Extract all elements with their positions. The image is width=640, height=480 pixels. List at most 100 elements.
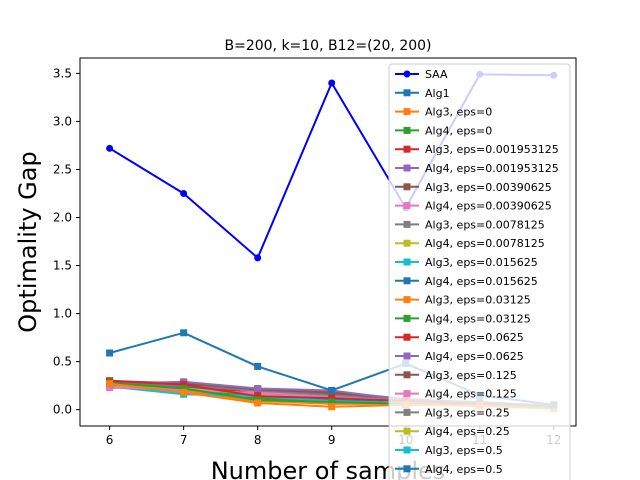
legend-marker bbox=[403, 408, 411, 416]
legend-label: Alg3, eps=0.03125 bbox=[425, 294, 531, 307]
legend-marker bbox=[403, 202, 411, 210]
legend-marker bbox=[403, 145, 411, 153]
legend-label: Alg1 bbox=[425, 87, 450, 100]
y-tick-label: 3.0 bbox=[53, 114, 72, 128]
legend-label: Alg3, eps=0.5 bbox=[425, 444, 503, 457]
chart-title: B=200, k=10, B12=(20, 200) bbox=[224, 38, 431, 54]
legend-marker bbox=[403, 239, 411, 247]
data-point bbox=[106, 380, 114, 388]
legend-marker bbox=[403, 465, 411, 473]
legend-item: Alg4, eps=0 bbox=[395, 124, 492, 137]
data-point bbox=[328, 394, 336, 402]
legend-label: Alg3, eps=0.00390625 bbox=[425, 181, 552, 194]
legend-marker bbox=[403, 390, 411, 398]
legend-label: Alg4, eps=0.25 bbox=[425, 425, 510, 438]
legend-item: Alg4, eps=0.00390625 bbox=[395, 200, 552, 213]
y-axis-label: Optimality Gap bbox=[14, 151, 42, 332]
legend-marker bbox=[403, 296, 411, 304]
legend-marker bbox=[403, 446, 411, 454]
data-point bbox=[328, 403, 336, 411]
plot-area bbox=[79, 57, 577, 427]
legend: SAA Alg1 Alg3, eps=0 Alg4, eps=0 Alg3, eps=0… bbox=[388, 63, 571, 480]
data-point bbox=[254, 254, 262, 262]
legend-item: Alg3, eps=0.0625 bbox=[395, 331, 524, 344]
legend-item: Alg3, eps=0.5 bbox=[395, 444, 503, 457]
legend-label: Alg3, eps=0.25 bbox=[425, 406, 510, 419]
legend-marker bbox=[403, 108, 411, 116]
data-point bbox=[180, 388, 188, 396]
legend-item: Alg3, eps=0.125 bbox=[395, 369, 517, 382]
data-point bbox=[328, 398, 336, 406]
data-point bbox=[180, 385, 188, 393]
legend-item: Alg3, eps=0.00390625 bbox=[395, 181, 552, 194]
legend-marker bbox=[403, 258, 411, 266]
legend-marker bbox=[403, 427, 411, 435]
y-tick-label: 0.0 bbox=[53, 403, 72, 417]
data-point bbox=[106, 349, 114, 357]
x-tick-label: 6 bbox=[106, 433, 114, 447]
legend-marker bbox=[403, 89, 411, 97]
legend-marker bbox=[403, 220, 411, 228]
legend-item: Alg3, eps=0.001953125 bbox=[395, 143, 559, 156]
legend-item: Alg3, eps=0 bbox=[395, 106, 492, 119]
y-tick-label: 3.5 bbox=[53, 66, 72, 80]
legend-marker bbox=[403, 352, 411, 360]
legend-label: Alg4, eps=0 bbox=[425, 124, 492, 137]
legend-item: Alg4, eps=0.5 bbox=[395, 463, 503, 476]
legend-label: Alg4, eps=0.5 bbox=[425, 463, 503, 476]
legend-item: Alg3, eps=0.25 bbox=[395, 406, 510, 419]
legend-label: Alg3, eps=0.001953125 bbox=[425, 143, 559, 156]
x-tick-label: 9 bbox=[328, 433, 336, 447]
x-axis-label: Number of samples bbox=[211, 457, 446, 480]
legend-label: SAA bbox=[425, 68, 448, 81]
legend-marker bbox=[403, 183, 411, 191]
data-point bbox=[254, 385, 262, 393]
data-point bbox=[180, 329, 188, 337]
legend-marker bbox=[403, 314, 411, 322]
data-point bbox=[254, 399, 262, 407]
data-point bbox=[254, 392, 262, 400]
legend-label: Alg4, eps=0.015625 bbox=[425, 275, 538, 288]
legend-item: Alg4, eps=0.0625 bbox=[395, 350, 524, 363]
legend-box bbox=[388, 63, 571, 480]
data-point bbox=[106, 384, 114, 392]
legend-marker bbox=[403, 371, 411, 379]
legend-label: Alg4, eps=0.0625 bbox=[425, 350, 524, 363]
legend-item: Alg4, eps=0.0078125 bbox=[395, 237, 545, 250]
legend-marker bbox=[403, 70, 411, 78]
legend-label: Alg4, eps=0.0078125 bbox=[425, 237, 545, 250]
data-point bbox=[180, 189, 188, 197]
legend-item: SAA bbox=[395, 68, 448, 81]
legend-marker bbox=[403, 333, 411, 341]
x-tick-label: 8 bbox=[254, 433, 262, 447]
legend-item: Alg3, eps=0.03125 bbox=[395, 294, 531, 307]
data-point bbox=[328, 79, 336, 87]
legend-label: Alg3, eps=0 bbox=[425, 106, 492, 119]
data-point bbox=[254, 362, 262, 370]
legend-item: Alg3, eps=0.0078125 bbox=[395, 218, 545, 231]
legend-item: Alg4, eps=0.03125 bbox=[395, 312, 531, 325]
legend-label: Alg3, eps=0.125 bbox=[425, 369, 517, 382]
y-tick-label: 0.5 bbox=[53, 355, 72, 369]
legend-label: Alg4, eps=0.00390625 bbox=[425, 200, 552, 213]
legend-marker bbox=[403, 164, 411, 172]
y-tick-label: 1.5 bbox=[53, 259, 72, 273]
x-tick-label: 7 bbox=[180, 433, 188, 447]
legend-label: Alg3, eps=0.0625 bbox=[425, 331, 524, 344]
legend-item: Alg4, eps=0.125 bbox=[395, 388, 517, 401]
legend-item: Alg4, eps=0.015625 bbox=[395, 275, 538, 288]
legend-label: Alg4, eps=0.125 bbox=[425, 388, 517, 401]
legend-label: Alg3, eps=0.015625 bbox=[425, 256, 538, 269]
data-point bbox=[328, 386, 336, 394]
y-tick-label: 2.0 bbox=[53, 210, 72, 224]
data-point bbox=[106, 144, 114, 152]
data-point bbox=[180, 381, 188, 389]
legend-marker bbox=[403, 277, 411, 285]
legend-item: Alg3, eps=0.015625 bbox=[395, 256, 538, 269]
legend-item: Alg4, eps=0.001953125 bbox=[395, 162, 559, 175]
y-tick-label: 2.5 bbox=[53, 162, 72, 176]
legend-label: Alg4, eps=0.03125 bbox=[425, 312, 531, 325]
legend-marker bbox=[403, 126, 411, 134]
legend-item: Alg4, eps=0.25 bbox=[395, 425, 510, 438]
